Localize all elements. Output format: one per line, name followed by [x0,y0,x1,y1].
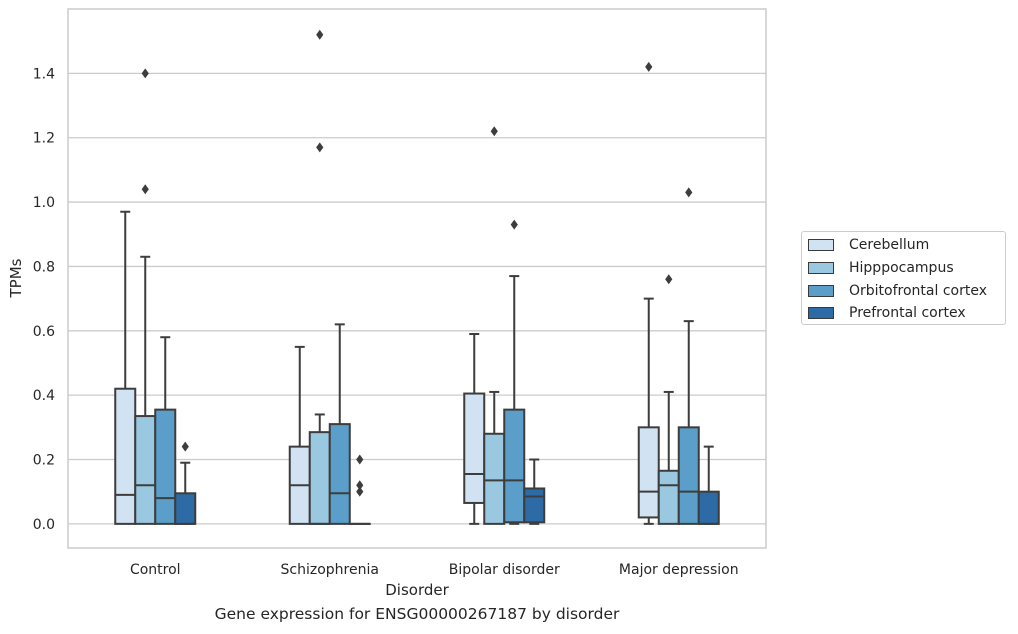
y-tick-labels: 0.0 0.2 0.4 0.6 0.8 1.0 1.2 1.4 [33,66,55,533]
x-tick-label: Major depression [619,562,739,578]
box [523,458,546,525]
legend-swatch-orbitofrontal-cortex [808,285,834,297]
box [134,68,157,525]
legend-item-prefrontal-cortex: Prefrontal cortex [808,304,966,322]
outlier-marker [510,219,518,230]
box-body [657,469,680,525]
box [697,445,720,525]
box [637,61,660,525]
legend-label-cerebellum: Cerebellum [849,237,930,253]
x-tick-label: Schizophrenia [281,562,379,578]
legend-swatch-prefrontal-cortex [808,307,834,319]
box-body [637,426,660,519]
box-body [328,423,351,525]
box [657,274,680,525]
outlier-marker [490,126,498,137]
y-tick-label: 1.4 [33,66,55,82]
box-series [114,29,720,525]
outlier-marker [316,142,324,153]
y-axis-label: TPMs [7,258,25,298]
x-axis-label: Disorder [385,581,449,599]
x-tick-label: Bipolar disorder [449,562,560,578]
box [503,219,526,525]
chart-caption: Gene expression for ENSG00000267187 by d… [214,605,620,623]
outlier-marker [356,486,364,497]
box [483,126,506,525]
legend: Cerebellum Hipppocampus Orbitofrontal co… [801,231,1006,325]
legend-swatch-cerebellum [808,239,834,251]
outlier-marker [316,29,324,40]
box-body [463,392,486,504]
y-tick-label: 1.0 [33,195,55,211]
box-body [308,431,331,525]
outlier-marker [645,61,653,72]
box-body [154,408,177,525]
box-body [697,490,720,525]
legend-swatch-hippocampus [808,262,834,274]
box-body [503,408,526,524]
plot-area-frame [67,8,767,549]
box [463,333,486,525]
x-tick-label: Control [130,562,181,578]
y-tick-label: 0.6 [33,324,55,340]
box [328,323,351,525]
box [154,336,177,525]
box [174,441,197,525]
legend-label-hippocampus: Hipppocampus [849,260,954,276]
legend-label-orbitofrontal-cortex: Orbitofrontal cortex [849,283,987,299]
box-body [174,492,197,525]
box [308,29,331,525]
legend-item-orbitofrontal-cortex: Orbitofrontal cortex [808,282,987,300]
y-tick-label: 0.4 [33,388,55,404]
outlier-marker [685,187,693,198]
y-tick-label: 0.2 [33,453,55,469]
box [288,345,311,525]
y-tick-label: 0.0 [33,517,55,533]
outlier-marker [141,184,149,195]
outlier-marker [356,480,364,491]
box-body [523,487,546,524]
box-body [114,387,137,525]
outlier-marker [665,274,673,285]
legend-item-hippocampus: Hipppocampus [808,259,954,277]
y-tick-label: 1.2 [33,131,55,147]
grid-lines [68,72,766,525]
y-tick-label: 0.8 [33,259,55,275]
x-tick-labels: Control Schizophrenia Bipolar disorder Majo… [130,562,739,578]
outlier-marker [181,441,189,452]
outlier-marker [356,454,364,465]
box [348,454,371,525]
box-body [677,426,700,525]
box [114,210,137,525]
legend-item-cerebellum: Cerebellum [808,236,929,254]
legend-label-prefrontal-cortex: Prefrontal cortex [849,305,966,321]
box [677,187,700,525]
box-body [483,432,506,525]
outlier-marker [141,68,149,79]
box-body [134,415,157,525]
